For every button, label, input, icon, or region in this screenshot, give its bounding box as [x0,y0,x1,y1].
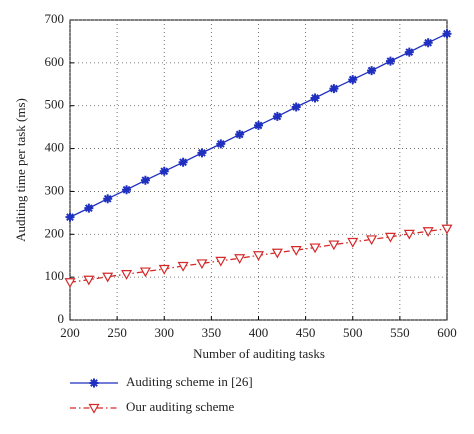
data-point [328,240,340,251]
data-point [196,259,208,270]
y-tick-label: 500 [45,97,65,112]
data-point [140,175,150,185]
data-point [309,243,321,254]
data-point [178,157,188,167]
data-point [83,275,95,286]
data-point [254,120,263,130]
data-point [65,212,75,222]
y-tick-label: 300 [45,182,65,197]
data-point [271,248,283,259]
y-tick-label: 600 [45,54,65,69]
x-tick-label: 500 [343,325,363,340]
data-point [103,194,113,204]
data-point [348,75,358,85]
data-point [403,229,415,240]
data-point [441,224,453,235]
data-point [291,102,301,112]
y-axis-title: Auditing time per task (ms) [13,98,28,242]
data-point [159,166,169,176]
data-point [290,246,302,256]
data-point [404,47,414,57]
data-point [235,129,245,139]
data-point [234,254,246,265]
data-point [310,93,320,103]
x-tick-label: 400 [249,325,269,340]
data-point [139,267,151,278]
legend-label: Auditing scheme in [26] [126,374,253,389]
data-point [215,256,227,267]
data-point [84,203,94,213]
x-tick-label: 200 [60,325,80,340]
data-point [422,227,434,238]
data-point [347,237,359,248]
data-point [197,148,207,158]
data-point [177,261,189,272]
y-tick-label: 700 [45,11,65,26]
y-tick-label: 0 [58,311,65,326]
x-tick-label: 350 [202,325,222,340]
x-tick-label: 450 [296,325,316,340]
legend-label: Our auditing scheme [126,399,235,414]
data-point [366,235,378,246]
y-tick-label: 200 [45,225,65,240]
x-axis-title: Number of auditing tasks [193,346,325,361]
data-point [252,251,265,262]
data-point [272,111,282,121]
data-point [64,278,76,289]
data-point [442,29,452,39]
x-tick-label: 550 [390,325,410,340]
x-tick-label: 300 [155,325,175,340]
data-point [122,185,132,195]
data-point [121,270,133,280]
x-tick-label: 600 [437,325,457,340]
y-tick-label: 400 [45,140,65,155]
data-point [384,232,396,243]
data-point [158,264,170,275]
data-point [216,139,226,149]
data-point [329,84,339,94]
legend-marker [89,378,99,388]
data-point [423,38,433,48]
legend-marker [88,403,100,414]
data-point [385,56,395,66]
y-tick-label: 100 [45,268,65,283]
x-tick-label: 250 [107,325,127,340]
data-point [102,272,114,283]
data-point [367,66,377,76]
